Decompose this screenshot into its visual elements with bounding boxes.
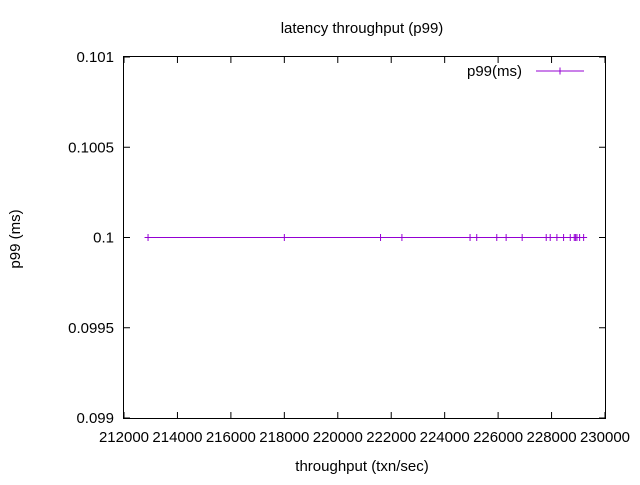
data-point [553,234,561,241]
data-point [560,234,568,241]
x-axis-label: throughput (txn/sec) [295,458,428,475]
y-axis: 0.099 0.0995 0.1 0.1005 0.101 [68,49,605,427]
legend: p99(ms) [467,63,584,80]
y-tick-label: 0.099 [76,410,114,427]
data-point [398,234,406,241]
data-point [377,234,385,241]
data-point [473,234,481,241]
data-point [493,234,501,241]
x-tick-label: 226000 [473,429,523,446]
y-tick-label: 0.101 [76,49,114,66]
legend-marker [556,67,564,75]
x-tick-label: 224000 [420,429,470,446]
y-tick-label: 0.1005 [68,139,114,156]
plot-frame [123,56,606,419]
x-tick-label: 218000 [259,429,309,446]
x-tick-label: 216000 [206,429,256,446]
x-tick-label: 222000 [366,429,416,446]
data-point [518,234,526,241]
legend-label: p99(ms) [467,63,522,80]
x-tick-label: 230000 [580,429,630,446]
y-tick-label: 0.1 [93,230,114,247]
series-layer [144,234,588,241]
data-point [280,234,288,241]
data-point [466,234,474,241]
x-tick-label: 220000 [313,429,363,446]
x-axis: 212000 214000 216000 218000 220000 222000 2240… [99,57,630,446]
data-point [502,234,510,241]
data-point [546,234,554,241]
chart-title: latency throughput (p99) [281,20,444,37]
x-tick-label: 214000 [152,429,202,446]
data-point [580,234,588,241]
y-axis-label: p99 (ms) [7,209,24,268]
y-tick-label: 0.0995 [68,320,114,337]
data-point [144,234,152,241]
x-tick-label: 228000 [527,429,577,446]
x-tick-label: 212000 [99,429,149,446]
